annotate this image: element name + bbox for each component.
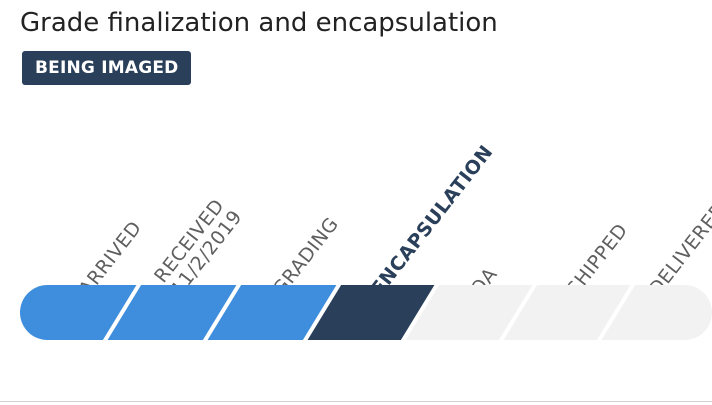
progress-segment-delivered [598, 285, 712, 340]
progress-segment-received [104, 285, 240, 340]
progress-segment-shipped [500, 285, 634, 340]
progress-segment-grading [204, 285, 340, 340]
progress-segment-qa [402, 285, 536, 340]
status-badge: BEING IMAGED [22, 51, 192, 85]
segment-dividers [102, 285, 636, 340]
progress-segment-arrived [20, 285, 140, 340]
divider [0, 401, 712, 402]
page-title: Grade finalization and encapsulation [20, 8, 498, 38]
progress-segment-encapsulation [304, 285, 438, 340]
